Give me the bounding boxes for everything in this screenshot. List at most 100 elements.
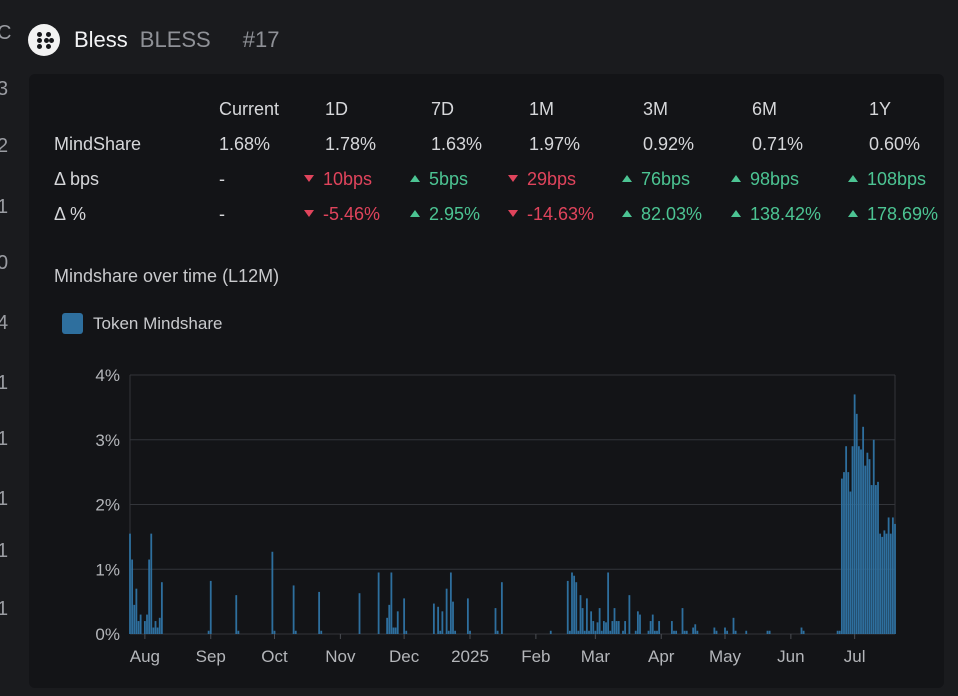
bar	[600, 630, 603, 634]
bar	[403, 598, 406, 634]
bar	[675, 630, 678, 634]
delta-bps-value-7d: 5bps	[410, 162, 468, 197]
bar	[390, 572, 393, 634]
delta-bps-value-1m: 29bps	[508, 162, 576, 197]
column-header-3m[interactable]: 3M	[643, 99, 669, 119]
y-tick-label: 4%	[95, 366, 120, 385]
bar	[887, 517, 890, 634]
bar	[636, 611, 639, 634]
x-tick-label: 2025	[451, 647, 489, 666]
bar	[864, 465, 867, 634]
bar	[639, 614, 641, 634]
bar	[129, 533, 131, 634]
token-logo-icon	[28, 24, 60, 56]
delta-pct-value-3m: 82.03%	[622, 197, 702, 232]
bar	[634, 630, 637, 634]
bar	[653, 630, 656, 634]
bar	[602, 621, 605, 634]
edge-glyph: 0	[0, 252, 9, 274]
bar	[651, 614, 654, 634]
bar	[394, 627, 397, 634]
bar	[445, 588, 448, 634]
edge-glyph: 3	[0, 78, 9, 100]
column-header-1m[interactable]: 1M	[529, 99, 555, 119]
bar	[857, 446, 860, 634]
bar	[692, 627, 695, 634]
delta-pct-value-1m: -14.63%	[508, 197, 594, 232]
bar	[454, 630, 457, 634]
stats-mindshare-row: MindShare 1.68% 1.78% 1.63% 1.97% 0.92% 0.71%…	[54, 127, 934, 162]
bar	[447, 630, 450, 634]
row-label-delta-pct: Δ %	[54, 204, 87, 224]
triangle-down-icon	[304, 174, 314, 182]
bar	[575, 582, 578, 634]
chart-legend[interactable]: Token Mindshare	[62, 313, 222, 334]
delta-bps-value-1d: 10bps	[304, 162, 372, 197]
bar	[392, 627, 395, 634]
bar	[713, 627, 716, 634]
stats-delta-bps-row: Δ bps - 10bps 5bps 29bps 76bps 98bps 108bps	[54, 162, 934, 197]
bar	[432, 603, 435, 634]
x-tick-label: Aug	[130, 647, 160, 666]
x-tick-label: Apr	[648, 647, 675, 666]
bar	[843, 472, 845, 634]
x-tick-label: Oct	[261, 647, 288, 666]
delta-pct-value-1d: -5.46%	[304, 197, 380, 232]
bar	[685, 630, 688, 634]
triangle-up-icon	[410, 209, 420, 217]
bar	[500, 582, 503, 634]
bar	[386, 617, 389, 634]
bar	[583, 630, 586, 634]
triangle-up-icon	[622, 174, 632, 182]
bar	[628, 595, 631, 634]
x-tick-label: Nov	[325, 647, 356, 666]
column-header-current[interactable]: Current	[219, 99, 280, 119]
bar	[437, 606, 440, 634]
bar	[766, 630, 769, 634]
triangle-down-icon	[304, 209, 314, 217]
mindshare-card: Current 1D 7D 1M 3M 6M 1Y MindShare 1.68% 1.78%…	[29, 74, 944, 688]
bar	[577, 630, 580, 634]
bar	[131, 559, 134, 634]
legend-label: Token Mindshare	[93, 313, 223, 333]
token-header: Bless BLESS #17	[28, 22, 279, 58]
bar	[800, 627, 803, 634]
bar	[874, 485, 877, 634]
column-header-1y[interactable]: 1Y	[869, 99, 892, 119]
bar	[388, 604, 391, 634]
column-header-1d[interactable]: 1D	[325, 99, 349, 119]
stats-table: Current 1D 7D 1M 3M 6M 1Y MindShare 1.68% 1.78%…	[54, 92, 938, 232]
stats-delta-pct-row: Δ % - -5.46% 2.95% -14.63% 82.03% 138.42% 178.…	[54, 197, 938, 232]
bar	[237, 630, 240, 634]
delta-bps-value-1y: 108bps	[848, 162, 926, 197]
bar	[156, 627, 159, 634]
bar	[647, 630, 650, 634]
bar	[838, 630, 841, 634]
mindshare-value-1y: 0.60%	[869, 134, 921, 154]
token-name[interactable]: Bless	[74, 27, 128, 52]
x-tick-label: Jul	[844, 647, 866, 666]
bar	[592, 621, 595, 634]
bar	[885, 533, 888, 634]
bar	[143, 621, 146, 634]
bar	[609, 630, 612, 634]
bar	[658, 621, 661, 634]
delta-pct-value-1y: 178.69%	[848, 197, 938, 232]
bar	[320, 630, 323, 634]
bar	[207, 630, 210, 634]
chart-title: Mindshare over time (L12M)	[54, 266, 280, 286]
bar	[889, 533, 892, 634]
bar	[847, 472, 850, 634]
y-tick-label: 1%	[95, 560, 120, 579]
bar	[571, 572, 573, 634]
column-header-7d[interactable]: 7D	[431, 99, 455, 119]
bar	[866, 452, 869, 634]
mindshare-value-current: 1.68%	[219, 134, 271, 154]
token-rank: #17	[242, 27, 280, 52]
bar	[891, 517, 894, 634]
row-label-delta-bps: Δ bps	[54, 169, 100, 189]
y-tick-label: 0%	[95, 625, 120, 644]
bar	[877, 481, 879, 634]
column-header-6m[interactable]: 6M	[752, 99, 778, 119]
bar	[649, 621, 652, 634]
